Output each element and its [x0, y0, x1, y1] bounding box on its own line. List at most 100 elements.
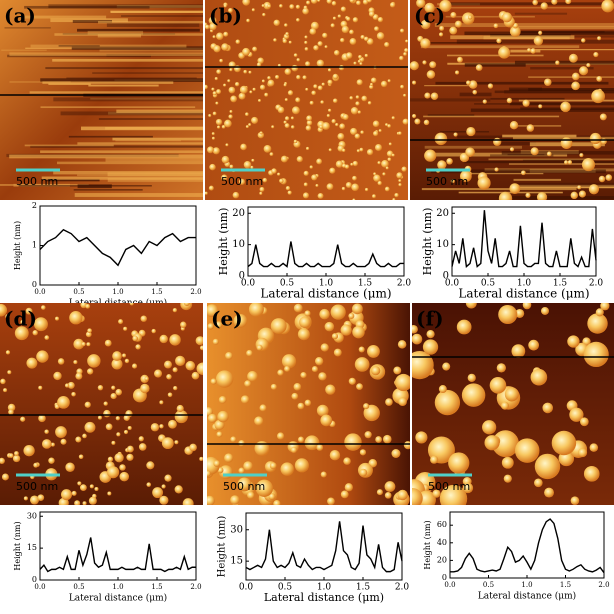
particle: [246, 18, 250, 23]
particle: [78, 454, 84, 460]
streak: [513, 186, 614, 189]
particle: [140, 315, 147, 322]
particle: [424, 92, 431, 99]
particle: [293, 303, 303, 313]
streak: [528, 88, 614, 91]
particle: [246, 349, 253, 357]
particle: [259, 186, 265, 192]
streak: [501, 151, 614, 155]
particle: [211, 87, 215, 91]
particle: [357, 59, 361, 63]
particle: [599, 113, 607, 121]
particle: [55, 316, 60, 321]
particle: [216, 69, 222, 75]
particle: [150, 423, 160, 432]
particle: [304, 399, 312, 407]
particle: [373, 174, 381, 182]
streak: [107, 178, 203, 182]
streak: [508, 87, 543, 91]
particle: [530, 368, 548, 386]
particle: [352, 198, 356, 200]
particle: [212, 338, 219, 345]
x-tick-label: 0.0: [241, 279, 256, 289]
streak: [99, 48, 203, 52]
particle: [393, 366, 402, 375]
particle: [259, 191, 263, 195]
particle: [239, 85, 248, 94]
particle: [251, 158, 255, 162]
particle: [546, 151, 552, 157]
y-axis-label: Height (nm): [217, 208, 230, 276]
particle: [398, 179, 402, 183]
x-axis-label: Lateral distance (μm): [69, 593, 167, 604]
particle: [87, 328, 92, 333]
particle: [248, 123, 252, 127]
particle: [33, 317, 48, 332]
y-tick-label: 10: [232, 239, 245, 250]
streak: [29, 91, 203, 94]
particle: [159, 334, 168, 344]
y-tick-label: 30: [27, 511, 37, 520]
streak: [497, 196, 614, 200]
particle: [324, 45, 328, 49]
particle: [368, 11, 375, 17]
particle: [195, 336, 203, 346]
particle: [437, 160, 447, 170]
particle: [262, 177, 268, 183]
particle: [579, 66, 589, 76]
particle: [273, 38, 277, 42]
streak: [458, 191, 563, 194]
particle: [341, 25, 350, 34]
x-tick-label: 1.5: [151, 288, 162, 296]
particle: [316, 59, 325, 67]
streak: [108, 111, 203, 115]
particle: [257, 99, 261, 103]
x-tick-label: 1.0: [317, 583, 332, 593]
particle: [388, 142, 392, 146]
particle: [351, 183, 359, 192]
streak: [20, 15, 107, 19]
particle: [110, 393, 117, 400]
streak: [106, 23, 200, 27]
particle: [216, 89, 222, 95]
particle: [97, 415, 102, 420]
particle: [302, 75, 307, 80]
streak: [121, 15, 203, 17]
particle: [374, 26, 379, 32]
streak: [450, 35, 575, 40]
particle: [601, 0, 614, 13]
streak: [446, 54, 544, 57]
particle: [299, 316, 311, 329]
particle: [3, 388, 8, 393]
particle: [332, 73, 339, 80]
streak: [18, 185, 152, 187]
particle: [115, 388, 122, 396]
particle: [337, 132, 345, 140]
particle: [309, 165, 313, 169]
particle: [333, 49, 340, 56]
particle: [305, 87, 309, 91]
streak: [30, 44, 187, 48]
particle: [581, 38, 586, 43]
particle: [53, 371, 62, 381]
particle: [284, 365, 291, 372]
streak: [115, 139, 181, 142]
streak: [77, 28, 200, 32]
particle: [359, 449, 367, 456]
particle: [289, 4, 295, 10]
particle: [159, 400, 164, 405]
particle: [270, 383, 277, 390]
particle: [293, 139, 298, 144]
particle: [306, 0, 311, 5]
particle: [297, 402, 305, 410]
particle: [320, 343, 329, 352]
particle: [196, 362, 203, 375]
streak: [52, 58, 203, 62]
particle: [304, 47, 309, 51]
streak: [45, 178, 100, 182]
streak: [468, 172, 544, 175]
particle: [398, 397, 407, 406]
particle: [351, 303, 363, 315]
particle: [450, 11, 457, 18]
particle: [159, 424, 164, 429]
